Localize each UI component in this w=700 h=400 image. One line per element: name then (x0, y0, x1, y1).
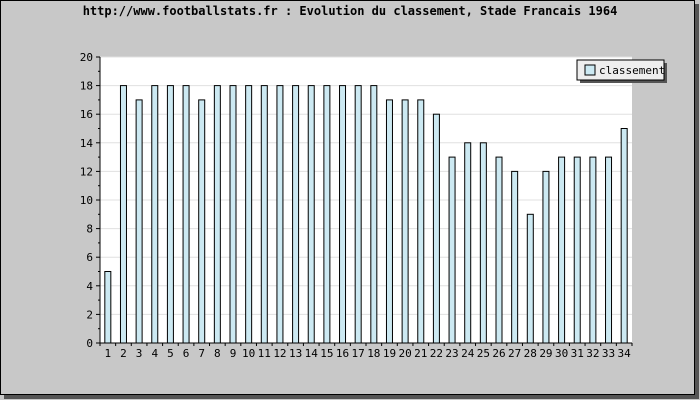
bar (245, 85, 253, 344)
bar (354, 85, 362, 344)
bar (526, 213, 534, 344)
legend-swatch (584, 64, 596, 76)
bar (573, 156, 581, 344)
x-tick-label: 33 (602, 347, 615, 360)
bar (558, 156, 566, 344)
x-tick-label: 32 (586, 347, 599, 360)
y-tick-label: 20 (80, 51, 93, 64)
x-tick-label: 15 (320, 347, 333, 360)
bar (104, 271, 112, 344)
x-tick-label: 2 (120, 347, 127, 360)
bar (511, 170, 519, 344)
x-tick-label: 7 (198, 347, 205, 360)
y-tick-label: 8 (86, 223, 93, 236)
y-tick-label: 2 (86, 308, 93, 321)
x-tick-label: 28 (524, 347, 537, 360)
x-tick-label: 16 (336, 347, 349, 360)
x-tick-label: 30 (555, 347, 568, 360)
bar (182, 85, 190, 344)
bar (605, 156, 613, 344)
x-tick-label: 18 (367, 347, 380, 360)
bar (213, 85, 221, 344)
x-tick-label: 17 (352, 347, 365, 360)
y-tick-label: 14 (80, 137, 94, 150)
bar (479, 142, 487, 344)
x-tick-label: 13 (289, 347, 302, 360)
y-tick-label: 12 (80, 165, 93, 178)
x-tick-label: 31 (571, 347, 584, 360)
x-tick-label: 11 (258, 347, 271, 360)
y-tick-label: 10 (80, 194, 93, 207)
x-tick-label: 14 (305, 347, 319, 360)
x-tick-label: 23 (445, 347, 458, 360)
bar (307, 85, 315, 344)
x-tick-label: 24 (461, 347, 475, 360)
bar (542, 170, 550, 344)
bar (323, 85, 331, 344)
x-tick-label: 9 (230, 347, 237, 360)
bar (370, 85, 378, 344)
y-tick-label: 16 (80, 108, 93, 121)
x-tick-label: 26 (492, 347, 505, 360)
bar (432, 113, 440, 344)
x-tick-label: 29 (539, 347, 552, 360)
bar (385, 99, 393, 344)
bar (401, 99, 409, 344)
bar (292, 85, 300, 344)
bar (260, 85, 268, 344)
y-tick-label: 0 (86, 337, 93, 350)
legend: classement (576, 59, 667, 83)
x-tick-label: 34 (618, 347, 632, 360)
bar (151, 85, 159, 344)
x-tick-label: 21 (414, 347, 427, 360)
x-tick-label: 5 (167, 347, 174, 360)
bar (166, 85, 174, 344)
x-axis-ticks: 1 2 3 4 5 6 7 8 9 10 11 12 13 14 15 16 17 18 19 20 21 22 23 24 2… (99, 343, 633, 360)
bar (464, 142, 472, 344)
bar (620, 128, 628, 344)
bar (198, 99, 206, 344)
bar (495, 156, 503, 344)
bar (448, 156, 456, 344)
x-tick-label: 12 (273, 347, 286, 360)
bar (135, 99, 143, 344)
bar (119, 85, 127, 344)
bar (276, 85, 284, 344)
y-axis-ticks: 0 2 4 6 8 10 12 14 16 18 20 (80, 51, 100, 350)
legend-box (576, 59, 665, 81)
x-tick-label: 20 (398, 347, 411, 360)
x-tick-label: 25 (477, 347, 490, 360)
bar (339, 85, 347, 344)
x-tick-label: 19 (383, 347, 396, 360)
y-tick-label: 6 (86, 251, 93, 264)
x-tick-label: 1 (105, 347, 112, 360)
x-tick-label: 6 (183, 347, 190, 360)
x-tick-label: 22 (430, 347, 443, 360)
y-tick-label: 18 (80, 80, 93, 93)
x-tick-label: 3 (136, 347, 143, 360)
x-tick-label: 10 (242, 347, 255, 360)
chart-title: http://www.footballstats.fr : Evolution … (83, 4, 618, 18)
bar-series-classement (104, 85, 628, 344)
bar (589, 156, 597, 344)
x-tick-label: 8 (214, 347, 221, 360)
x-tick-label: 4 (151, 347, 158, 360)
legend-label: classement (599, 64, 665, 77)
bar (417, 99, 425, 344)
y-tick-label: 4 (86, 280, 93, 293)
x-tick-label: 27 (508, 347, 521, 360)
bar (229, 85, 237, 344)
